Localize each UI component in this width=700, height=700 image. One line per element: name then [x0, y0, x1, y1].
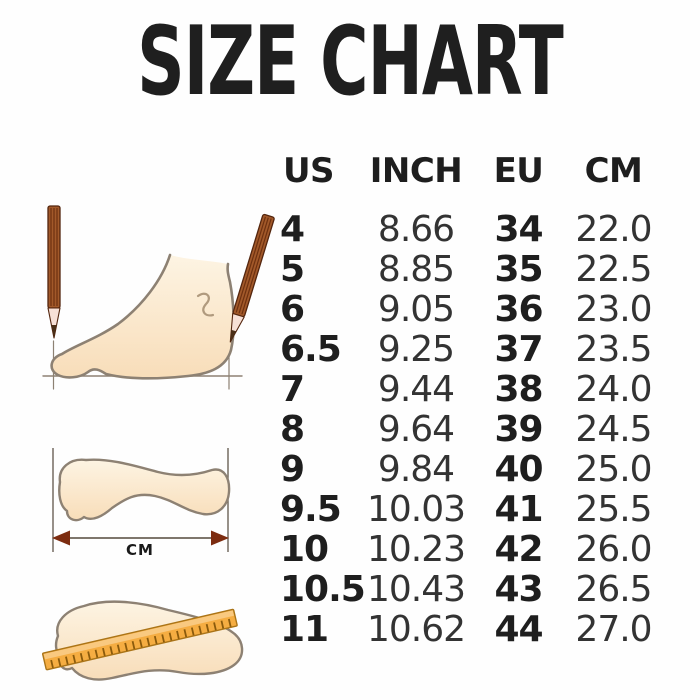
inch-size-cell: 9.84 — [377, 449, 455, 490]
eu-size-cell: 38 — [494, 369, 543, 410]
eu-size-cell: 35 — [494, 249, 543, 290]
cm-size-cell: 26.5 — [575, 569, 652, 610]
eu-size-cell: 40 — [494, 449, 543, 490]
inch-size-cell: 8.85 — [377, 249, 455, 290]
table-row: 5 8.85 35 22.5 — [266, 250, 671, 290]
eu-size-cell: 39 — [494, 409, 543, 450]
ankle-bone-squiggle — [196, 292, 215, 317]
us-size-cell: 5 — [280, 249, 305, 290]
inch-size-cell: 10.03 — [366, 489, 466, 530]
cm-size-cell: 24.0 — [575, 369, 652, 410]
size-table-body: 4 8.66 34 22.0 5 8.85 35 22.5 6 9.05 36 — [266, 210, 671, 650]
foot-side-outline — [50, 253, 235, 380]
us-size-cell: 4 — [280, 209, 305, 250]
eu-size-cell: 41 — [494, 489, 543, 530]
table-row: 6.5 9.25 37 23.5 — [266, 330, 671, 370]
inch-size-cell: 8.66 — [377, 209, 455, 250]
table-row: 6 9.05 36 23.0 — [266, 290, 671, 330]
size-table-header-row: US INCH EU CM — [266, 140, 671, 202]
right-pencil-icon — [229, 213, 275, 343]
us-size-cell: 8 — [280, 409, 305, 450]
inch-size-cell: 9.25 — [377, 329, 455, 370]
us-size-cell: 10.5 — [280, 569, 366, 610]
eu-size-cell: 34 — [494, 209, 543, 250]
inch-size-cell: 10.62 — [366, 609, 466, 650]
inch-size-cell: 9.64 — [377, 409, 455, 450]
eu-size-cell: 43 — [494, 569, 543, 610]
cm-unit-label: CM — [126, 541, 154, 559]
table-row: 11 10.62 44 27.0 — [266, 610, 671, 650]
footprint-ruler-illustration — [42, 600, 244, 681]
length-arrow — [52, 530, 229, 546]
size-conversion-table: US INCH EU CM 4 8.66 34 22.0 5 8.85 35 2… — [266, 140, 671, 650]
column-header-us: US — [282, 151, 335, 191]
table-row: 9 9.84 40 25.0 — [266, 450, 671, 490]
table-row: 10.5 10.43 43 26.5 — [266, 570, 671, 610]
page-title: SIZE CHART — [137, 5, 564, 117]
table-row: 9.5 10.03 41 25.5 — [266, 490, 671, 530]
column-header-inch: INCH — [369, 151, 463, 191]
us-size-cell: 11 — [280, 609, 329, 650]
cm-size-cell: 22.0 — [575, 209, 652, 250]
table-row: 4 8.66 34 22.0 — [266, 210, 671, 250]
inch-size-cell: 9.44 — [377, 369, 455, 410]
us-size-cell: 6 — [280, 289, 305, 330]
cm-size-cell: 25.5 — [575, 489, 652, 530]
column-header-cm: CM — [584, 151, 643, 191]
left-pencil-icon — [47, 205, 61, 339]
us-size-cell: 7 — [280, 369, 305, 410]
inch-size-cell: 10.23 — [366, 529, 466, 570]
us-size-cell: 9.5 — [280, 489, 342, 530]
eu-size-cell: 37 — [494, 329, 543, 370]
ruler-icon — [42, 608, 238, 671]
table-row: 7 9.44 38 24.0 — [266, 370, 671, 410]
eu-size-cell: 36 — [494, 289, 543, 330]
us-size-cell: 6.5 — [280, 329, 342, 370]
us-size-cell: 9 — [280, 449, 305, 490]
foot-side-pencil-measure-illustration — [42, 205, 275, 390]
table-row: 8 9.64 39 24.5 — [266, 410, 671, 450]
inch-size-cell: 9.05 — [377, 289, 455, 330]
column-header-eu: EU — [493, 151, 544, 191]
cm-size-cell: 23.5 — [575, 329, 652, 370]
cm-size-cell: 23.0 — [575, 289, 652, 330]
cm-size-cell: 26.0 — [575, 529, 652, 570]
us-size-cell: 10 — [280, 529, 329, 570]
table-row: 10 10.23 42 26.0 — [266, 530, 671, 570]
inch-size-cell: 10.43 — [366, 569, 466, 610]
cm-size-cell: 27.0 — [575, 609, 652, 650]
eu-size-cell: 44 — [494, 609, 543, 650]
cm-size-cell: 22.5 — [575, 249, 652, 290]
eu-size-cell: 42 — [494, 529, 543, 570]
footprint-length-arrow-illustration: CM — [52, 448, 231, 559]
cm-size-cell: 25.0 — [575, 449, 652, 490]
footprint-outline — [58, 458, 231, 522]
cm-size-cell: 24.5 — [575, 409, 652, 450]
